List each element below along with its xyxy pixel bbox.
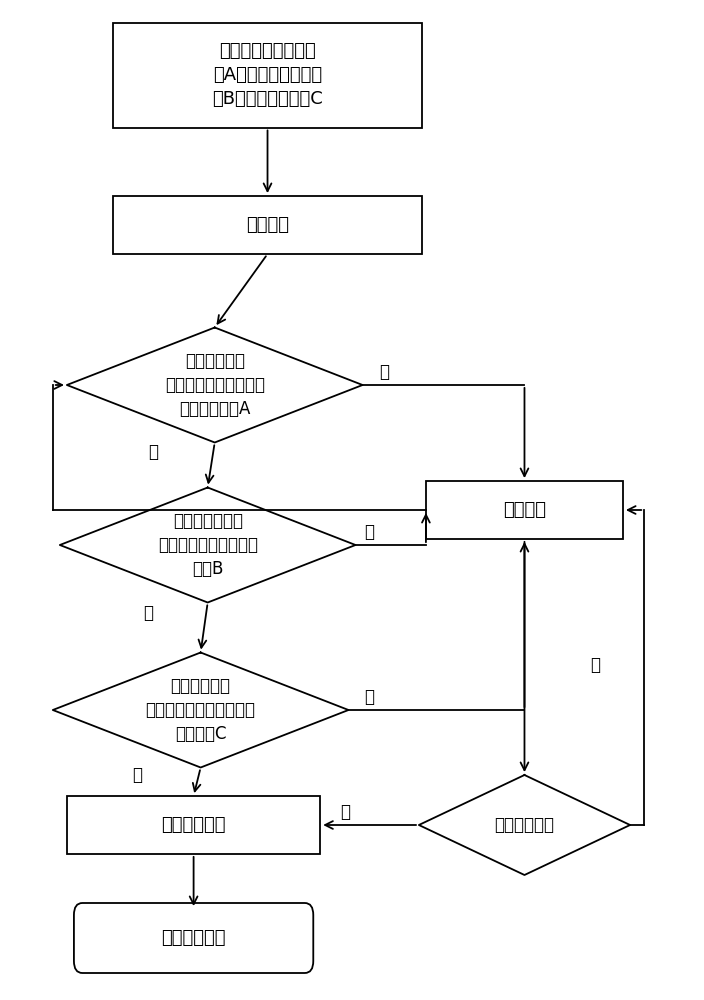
Bar (426, 481, 623, 539)
Bar (113, 196, 422, 254)
Text: 电机正常工作: 电机正常工作 (161, 929, 226, 947)
Bar (113, 22, 422, 127)
Bar (67, 796, 320, 854)
Text: 电路继续闭合: 电路继续闭合 (161, 816, 226, 834)
Text: 否: 否 (132, 766, 142, 784)
Text: 是: 是 (365, 688, 375, 706)
Text: 否: 否 (149, 443, 158, 461)
Text: 断开电路: 断开电路 (503, 501, 546, 519)
Text: 采集负载电流
值并判断是否到达短路
保护电流限值A: 采集负载电流 值并判断是否到达短路 保护电流限值A (165, 352, 265, 418)
Text: 是: 是 (365, 523, 375, 541)
Text: 是: 是 (379, 363, 389, 381)
Text: 否: 否 (590, 656, 600, 674)
Text: 设置短路保护电流限
值A、过载保护电流限
值B和板极温度限值C: 设置短路保护电流限 值A、过载保护电流限 值B和板极温度限值C (212, 42, 323, 108)
Text: 是: 是 (340, 803, 350, 821)
Text: 检测是否启动: 检测是否启动 (494, 816, 555, 834)
Text: 采集板极温度
值并判断断是否到达板极
温度限值C: 采集板极温度 值并判断断是否到达板极 温度限值C (146, 677, 256, 743)
Text: 判断负载电流值
是否到达过载保护电流
限值B: 判断负载电流值 是否到达过载保护电流 限值B (158, 512, 258, 578)
Text: 开启电机: 开启电机 (246, 216, 289, 234)
Text: 否: 否 (143, 604, 153, 622)
